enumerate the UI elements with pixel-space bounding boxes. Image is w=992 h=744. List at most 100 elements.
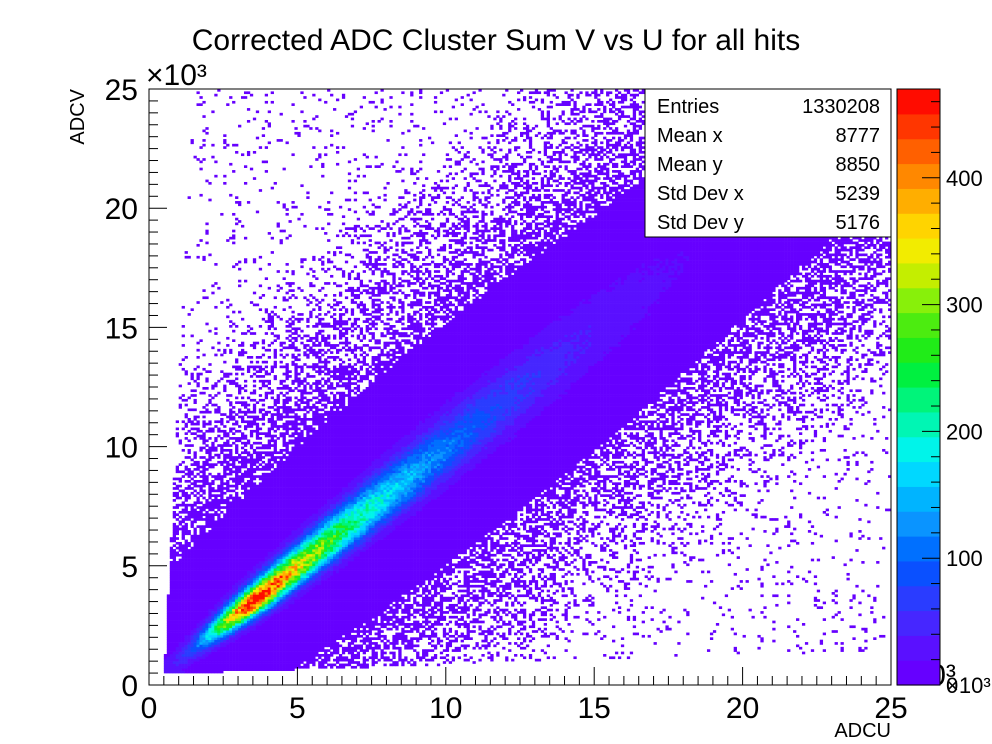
heatmap-cell — [255, 503, 260, 507]
heatmap-cell — [273, 541, 277, 545]
heatmap-cell — [276, 665, 280, 669]
heatmap-cell — [246, 551, 251, 555]
heatmap-cell — [285, 422, 289, 426]
heatmap-cell — [229, 572, 233, 576]
heatmap-cell — [270, 527, 274, 531]
heatmap-cell — [202, 575, 206, 579]
heatmap-cell — [297, 408, 301, 412]
heatmap-cell — [297, 406, 301, 409]
heatmap-cell — [261, 525, 266, 528]
heatmap-cell — [187, 611, 191, 614]
heatmap-cell — [202, 646, 206, 650]
heatmap-cell — [267, 522, 271, 526]
heatmap-cell — [285, 353, 289, 357]
heatmap-cell — [285, 580, 289, 583]
heatmap-cell — [249, 534, 254, 538]
heatmap-cell — [294, 365, 298, 369]
heatmap-cell — [199, 456, 203, 459]
heatmap-cell — [249, 434, 254, 438]
heatmap-cell — [276, 413, 280, 416]
heatmap-cell — [261, 627, 266, 631]
heatmap-cell — [297, 580, 301, 583]
heatmap-cell — [249, 487, 254, 490]
heatmap-cell — [163, 654, 168, 657]
heatmap-cell — [202, 367, 206, 371]
heatmap-cell — [297, 565, 301, 569]
heatmap-cell — [175, 477, 179, 481]
heatmap-cell — [303, 353, 307, 357]
heatmap-cell — [276, 661, 280, 664]
heatmap-cell — [291, 482, 295, 486]
heatmap-cell — [273, 642, 277, 645]
heatmap-cell — [172, 534, 177, 538]
heatmap-cell — [241, 620, 245, 624]
heatmap-cell — [226, 625, 230, 629]
heatmap-cell — [202, 479, 206, 483]
heatmap-cell — [184, 580, 188, 583]
heatmap-cell — [178, 651, 182, 655]
heatmap-cell — [235, 503, 239, 507]
heatmap-cell — [300, 444, 304, 447]
heatmap-cell — [300, 396, 304, 400]
heatmap-cell — [229, 477, 233, 481]
heatmap-cell — [276, 575, 280, 579]
heatmap-cell — [264, 592, 269, 595]
heatmap-cell — [238, 627, 242, 631]
heatmap-cell — [232, 582, 236, 586]
heatmap-cell — [241, 387, 245, 390]
heatmap-cell — [282, 437, 286, 440]
heatmap-cell — [258, 284, 263, 288]
heatmap-cell — [217, 611, 221, 614]
heatmap-cell — [300, 525, 304, 528]
heatmap-cell — [223, 665, 227, 669]
heatmap-cell — [184, 587, 188, 590]
heatmap-cell — [255, 632, 260, 636]
heatmap-cell — [291, 568, 295, 571]
heatmap-cell — [261, 561, 266, 564]
heatmap-cell — [223, 594, 227, 598]
heatmap-cell — [291, 408, 295, 412]
heatmap-cell — [273, 611, 277, 614]
heatmap-cell — [184, 472, 188, 476]
heatmap-cell — [249, 563, 254, 567]
heatmap-cell — [235, 358, 239, 362]
heatmap-cell — [190, 627, 194, 631]
heatmap-cell — [190, 389, 194, 393]
heatmap-cell — [294, 544, 298, 548]
heatmap-cell — [181, 584, 185, 588]
heatmap-cell — [264, 468, 269, 471]
heatmap-cell — [205, 475, 209, 478]
heatmap-cell — [196, 575, 200, 579]
heatmap-cell — [252, 406, 257, 409]
heatmap-cell — [294, 644, 298, 648]
heatmap-cell — [199, 601, 203, 605]
heatmap-cell — [258, 668, 263, 671]
heatmap-cell — [246, 615, 251, 619]
heatmap-cell — [226, 508, 230, 512]
heatmap-cell — [246, 484, 251, 488]
heatmap-cell — [270, 587, 274, 590]
heatmap-cell — [211, 537, 215, 540]
heatmap-cell — [223, 522, 227, 526]
heatmap-cell — [202, 468, 206, 471]
heatmap-cell — [214, 570, 218, 574]
heatmap-cell — [246, 561, 251, 564]
heatmap-cell — [202, 649, 206, 652]
heatmap-cell — [243, 608, 248, 612]
heatmap-cell — [249, 518, 254, 521]
heatmap-cell — [282, 601, 286, 605]
heatmap-cell — [232, 551, 236, 555]
heatmap-cell — [297, 313, 301, 316]
heatmap-cell — [249, 587, 254, 590]
heatmap-cell — [214, 534, 218, 538]
heatmap-cell — [282, 541, 286, 545]
heatmap-cell — [226, 623, 230, 626]
heatmap-cell — [252, 513, 257, 517]
heatmap-cell — [178, 527, 182, 531]
heatmap-cell — [258, 398, 263, 402]
heatmap-cell — [190, 658, 194, 662]
heatmap-cell — [241, 563, 245, 567]
heatmap-cell — [297, 570, 301, 574]
heatmap-cell — [291, 294, 295, 297]
heatmap-cell — [255, 565, 260, 569]
